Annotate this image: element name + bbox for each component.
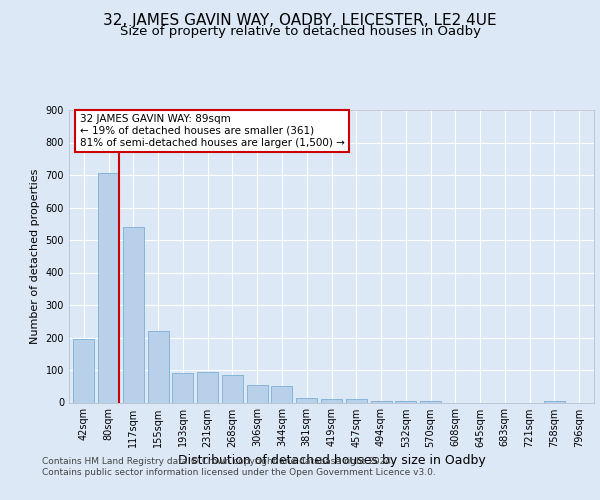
Y-axis label: Number of detached properties: Number of detached properties	[30, 168, 40, 344]
Bar	[296, 398, 317, 402]
Bar	[321, 399, 342, 402]
Text: Size of property relative to detached houses in Oadby: Size of property relative to detached ho…	[119, 25, 481, 38]
Bar	[271, 386, 292, 402]
Text: Contains HM Land Registry data © Crown copyright and database right 2024.
Contai: Contains HM Land Registry data © Crown c…	[42, 458, 436, 477]
Text: 32, JAMES GAVIN WAY, OADBY, LEICESTER, LE2 4UE: 32, JAMES GAVIN WAY, OADBY, LEICESTER, L…	[103, 12, 497, 28]
Bar	[247, 384, 268, 402]
Bar	[395, 401, 416, 402]
Text: 32 JAMES GAVIN WAY: 89sqm
← 19% of detached houses are smaller (361)
81% of semi: 32 JAMES GAVIN WAY: 89sqm ← 19% of detac…	[79, 114, 344, 148]
Bar	[544, 401, 565, 402]
Bar	[172, 373, 193, 402]
Bar	[73, 339, 94, 402]
Bar	[197, 372, 218, 402]
Bar	[98, 174, 119, 402]
Bar	[123, 227, 144, 402]
Bar	[222, 375, 243, 402]
Bar	[346, 399, 367, 402]
Bar	[148, 331, 169, 402]
Bar	[420, 401, 441, 402]
Bar	[371, 401, 392, 402]
X-axis label: Distribution of detached houses by size in Oadby: Distribution of detached houses by size …	[178, 454, 485, 466]
